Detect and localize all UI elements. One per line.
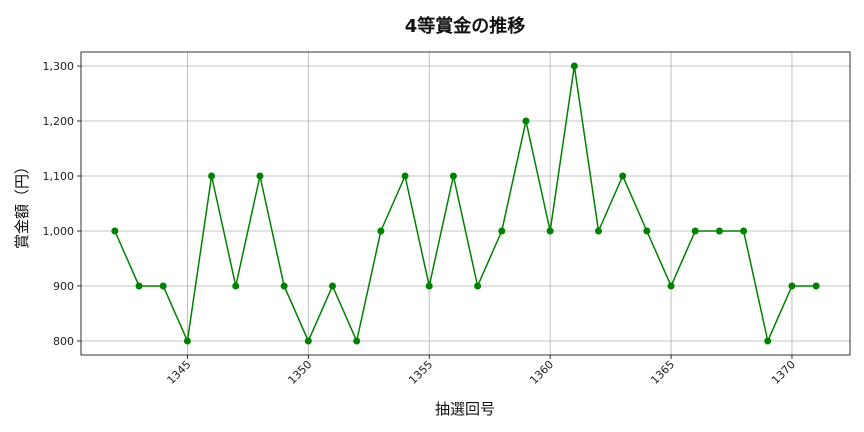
data-point — [619, 172, 627, 180]
data-point — [740, 227, 748, 235]
y-axis-label: 賞金額（円） — [13, 159, 31, 249]
x-axis: 1345 1350 1355 1360 1365 1370 — [165, 355, 798, 387]
data-point — [570, 62, 578, 70]
data-point — [111, 227, 119, 235]
x-tick-label: 1365 — [648, 358, 677, 387]
data-point — [498, 227, 506, 235]
data-point — [232, 282, 240, 290]
chart-title: 4等賞金の推移 — [405, 15, 526, 37]
data-point — [715, 227, 723, 235]
x-axis-label: 抽選回号 — [435, 400, 495, 418]
y-tick-label: 1,000 — [43, 225, 75, 238]
y-axis: 800 900 1,000 1,100 1,200 1,300 — [43, 60, 81, 348]
x-tick-label: 1345 — [165, 358, 194, 387]
data-point — [812, 282, 820, 290]
data-point — [788, 282, 796, 290]
data-point — [691, 227, 699, 235]
data-point — [764, 337, 772, 345]
x-tick-label: 1360 — [527, 358, 556, 387]
y-tick-label: 900 — [53, 280, 74, 293]
data-point — [353, 337, 361, 345]
y-tick-label: 1,300 — [43, 60, 75, 73]
y-tick-label: 1,200 — [43, 115, 75, 128]
data-point — [377, 227, 385, 235]
data-point — [159, 282, 167, 290]
grid — [81, 52, 850, 355]
series-line — [114, 65, 817, 344]
data-point — [208, 172, 216, 180]
y-tick-label: 1,100 — [43, 170, 75, 183]
data-point — [425, 282, 433, 290]
data-point — [546, 227, 554, 235]
data-point — [328, 282, 336, 290]
data-point — [280, 282, 288, 290]
data-point — [401, 172, 409, 180]
data-point — [595, 227, 603, 235]
data-point — [135, 282, 143, 290]
y-tick-label: 800 — [53, 335, 74, 348]
x-tick-label: 1350 — [285, 358, 314, 387]
data-point — [643, 227, 651, 235]
x-tick-label: 1355 — [406, 358, 435, 387]
data-point — [667, 282, 675, 290]
plot-frame — [80, 51, 851, 356]
data-point — [449, 172, 457, 180]
series — [111, 62, 820, 345]
data-point — [304, 337, 312, 345]
x-tick-label: 1370 — [769, 358, 798, 387]
data-point — [183, 337, 191, 345]
data-point — [474, 282, 482, 290]
data-point — [256, 172, 264, 180]
data-point — [522, 117, 530, 125]
